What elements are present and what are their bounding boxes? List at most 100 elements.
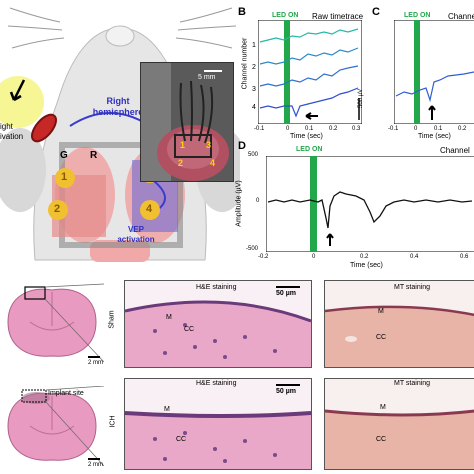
panel-b-xtick-2: 0 bbox=[286, 126, 290, 132]
sham-row-label-he: Sham bbox=[108, 310, 116, 329]
panel-d-plot bbox=[266, 156, 474, 252]
sham-zoom-box bbox=[24, 286, 46, 300]
mt-sham-image bbox=[324, 280, 474, 368]
panel-c-arrow-icon bbox=[428, 105, 436, 120]
panel-b-xtick-4: 0.2 bbox=[329, 126, 338, 132]
panel-b-xtick-5: 0.3 bbox=[352, 126, 361, 132]
panel-d-xtick-1: -0.2 bbox=[258, 254, 269, 260]
mt-sham-tissue bbox=[325, 281, 474, 342]
panel-b-xtick-3: 0.1 bbox=[305, 126, 314, 132]
label-r: R bbox=[90, 150, 98, 161]
panel-b-frame bbox=[258, 20, 362, 124]
channel-2-trace bbox=[259, 47, 359, 65]
panel-d-ytick-2: 0 bbox=[256, 198, 260, 204]
photo-number-4: 4 bbox=[210, 158, 216, 168]
panel-c-title: Channe bbox=[448, 12, 474, 21]
he-ich-cc: CC bbox=[176, 436, 187, 443]
panel-d-xlabel: Time (sec) bbox=[350, 262, 383, 269]
panel-c-xtick-1: -0.1 bbox=[388, 126, 399, 132]
panel-b-xlabel: Time (sec) bbox=[290, 133, 323, 140]
light-glow bbox=[0, 76, 44, 128]
implant-photo bbox=[140, 62, 234, 182]
panel-c-plot bbox=[394, 20, 474, 124]
panel-d-xtick-2: 0 bbox=[312, 254, 316, 260]
panel-d-ytick-1: 500 bbox=[248, 152, 259, 158]
photo-number-1: 1 bbox=[180, 140, 186, 150]
photo-scale-label: 5 mm bbox=[198, 74, 216, 81]
panel-c-trace bbox=[395, 71, 474, 103]
vep-line2: activation bbox=[117, 235, 155, 244]
left-label-line1: ight bbox=[0, 122, 13, 131]
hemisphere-label: Right hemisphere bbox=[88, 96, 148, 118]
panel-b-led-label: LED ON bbox=[272, 12, 299, 19]
panel-d-led-bar bbox=[310, 156, 317, 252]
vep-line1: VEP bbox=[127, 225, 144, 234]
hemisphere-line1: Right bbox=[106, 96, 130, 106]
panel-d-xtick-3: 0.2 bbox=[360, 254, 369, 260]
vep-label: VEP activation bbox=[110, 225, 162, 245]
he-sham-image bbox=[124, 280, 312, 368]
panel-d-xtick-4: 0.4 bbox=[410, 254, 419, 260]
panel-d-title: Channel bbox=[440, 146, 470, 155]
left-ear bbox=[0, 128, 46, 212]
panel-b-scalebar-label: 500 µV bbox=[358, 88, 364, 108]
left-eye bbox=[31, 113, 57, 143]
panel-b-ylabel: Channel number bbox=[241, 37, 249, 90]
panel-d-led-label: LED ON bbox=[296, 146, 323, 153]
panel-d-letter: D bbox=[238, 140, 246, 152]
photo-scale-bar bbox=[204, 70, 222, 72]
channel-3-trace bbox=[259, 65, 359, 87]
left-label-line2: ivation bbox=[0, 132, 24, 141]
panel-d-trace bbox=[267, 191, 473, 229]
sham-scale-label: 2 mm bbox=[88, 360, 103, 366]
panel-b-ch4: 4 bbox=[252, 104, 256, 111]
implant-photo-art bbox=[141, 63, 233, 181]
panel-c-xtick-3: 0.1 bbox=[434, 126, 443, 132]
ich-row-label-he: ICH bbox=[109, 415, 117, 428]
mt-ich-cc: CC bbox=[376, 436, 387, 443]
whiskers bbox=[7, 7, 237, 49]
photo-number-2: 2 bbox=[178, 158, 184, 168]
panel-b-title: Raw timetrace bbox=[312, 12, 364, 21]
photo-number-3: 3 bbox=[206, 140, 212, 150]
mt-ich-tissue bbox=[325, 379, 474, 417]
panel-c-letter: C bbox=[372, 6, 380, 18]
panel-d-ylabel: Amplitude (µV) bbox=[235, 180, 243, 227]
he-sham-scale-label: 50 µm bbox=[276, 290, 296, 297]
left-activation-label: ight ivation bbox=[0, 122, 23, 142]
electrode-2 bbox=[48, 200, 68, 220]
he-ich-tissue bbox=[125, 379, 311, 463]
electrode-1 bbox=[55, 168, 75, 188]
he-sham-m: M bbox=[166, 314, 172, 321]
panel-b-letter: B bbox=[238, 6, 246, 18]
he-sham-tissue bbox=[125, 281, 311, 359]
he-sham-title: H&E staining bbox=[196, 284, 237, 291]
panel-c-xtick-2: 0 bbox=[414, 126, 418, 132]
panel-b-led-bar bbox=[284, 20, 290, 124]
electrode-4 bbox=[140, 200, 160, 220]
ich-scale-bar bbox=[88, 458, 100, 460]
panel-b-ch1: 1 bbox=[252, 42, 256, 49]
panel-d-arrow-icon bbox=[326, 233, 334, 246]
channel-1-trace bbox=[259, 28, 359, 43]
he-ich-m: M bbox=[164, 406, 170, 413]
electrode-label-2: 2 bbox=[54, 203, 61, 215]
sham-scale-bar bbox=[88, 356, 100, 358]
mt-sham-m: M bbox=[378, 308, 384, 315]
panel-b-plot bbox=[258, 20, 362, 124]
channel-4-trace bbox=[259, 87, 359, 118]
hemisphere-line2: hemisphere bbox=[92, 107, 144, 117]
panel-d-xtick-5: 0.6 bbox=[460, 254, 469, 260]
light-arrow-icon bbox=[9, 79, 26, 102]
he-ich-title: H&E staining bbox=[196, 380, 237, 387]
he-ich-image bbox=[124, 378, 312, 470]
he-ich-scale-bar bbox=[276, 384, 300, 386]
ich-zoom-box bbox=[21, 389, 47, 403]
mt-ich-image bbox=[324, 378, 474, 470]
he-sham-cc: CC bbox=[184, 326, 195, 333]
mt-sham-cc: CC bbox=[376, 334, 387, 341]
he-sham-scale-bar bbox=[276, 286, 300, 288]
panel-c-xtick-4: 0.2 bbox=[458, 126, 467, 132]
he-ich-scale-label: 50 µm bbox=[276, 388, 296, 395]
electrode-label-1: 1 bbox=[61, 171, 68, 183]
